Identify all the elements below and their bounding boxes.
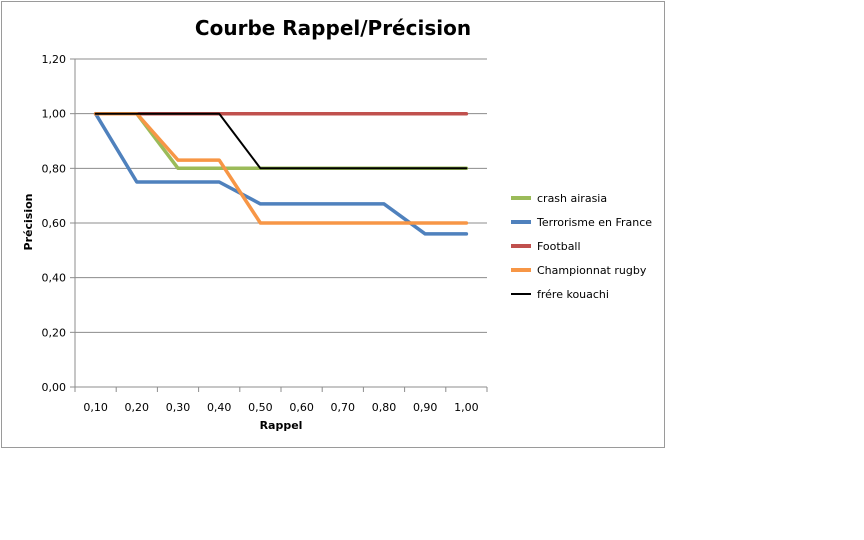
x-tick-label: 0,20 bbox=[125, 401, 150, 414]
legend-label: Football bbox=[537, 240, 581, 253]
x-tick-label: 0,80 bbox=[372, 401, 397, 414]
y-tick-label: 1,00 bbox=[42, 108, 67, 121]
x-tick-label: 0,90 bbox=[413, 401, 438, 414]
legend-label: frére kouachi bbox=[537, 288, 609, 301]
chart-frame: Courbe Rappel/Précision 0,00 0,20 0,40 0,60… bbox=[1, 1, 665, 448]
series-layer bbox=[93, 111, 469, 236]
legend: crash airasia Terrorisme en France Footbal… bbox=[511, 192, 652, 301]
x-tick-label: 0,30 bbox=[166, 401, 191, 414]
y-tick-label: 0,80 bbox=[42, 162, 67, 175]
y-tick-label: 0,60 bbox=[42, 217, 67, 230]
legend-label: Terrorisme en France bbox=[536, 216, 652, 229]
series-line bbox=[93, 111, 469, 225]
x-axis-title: Rappel bbox=[260, 419, 303, 432]
chart-title: Courbe Rappel/Précision bbox=[195, 16, 471, 40]
series-line bbox=[94, 112, 468, 170]
series-line bbox=[93, 111, 469, 236]
x-tick-label: 0,50 bbox=[248, 401, 273, 414]
y-tick-label: 0,40 bbox=[42, 272, 67, 285]
y-tick-label: 1,20 bbox=[42, 53, 67, 66]
grid-layer bbox=[70, 58, 488, 392]
x-tick-label: 0,10 bbox=[83, 401, 108, 414]
x-tick-label: 0,70 bbox=[331, 401, 356, 414]
x-tick-label: 1,00 bbox=[454, 401, 479, 414]
y-tick-label: 0,00 bbox=[42, 381, 67, 394]
y-tick-label: 0,20 bbox=[42, 326, 67, 339]
chart-svg: Courbe Rappel/Précision 0,00 0,20 0,40 0,60… bbox=[22, 16, 652, 432]
x-tick-labels: 0,10 0,20 0,30 0,40 0,50 0,60 0,70 0,80 0,90 1,00 bbox=[83, 401, 478, 414]
legend-label: Championnat rugby bbox=[537, 264, 647, 277]
x-tick-label: 0,40 bbox=[207, 401, 232, 414]
x-tick-label: 0,60 bbox=[289, 401, 314, 414]
y-axis-title: Précision bbox=[22, 194, 35, 251]
legend-label: crash airasia bbox=[537, 192, 607, 205]
y-tick-labels: 0,00 0,20 0,40 0,60 0,80 1,00 1,20 bbox=[42, 53, 67, 394]
series-line bbox=[93, 111, 469, 171]
